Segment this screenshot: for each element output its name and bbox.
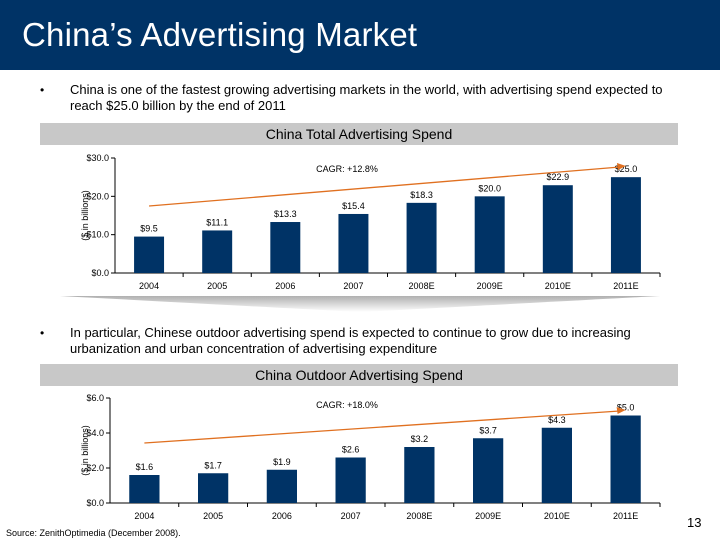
bar — [338, 213, 369, 273]
x-tick-label: 2007 — [341, 511, 361, 521]
bullet-dot-icon: • — [40, 326, 45, 340]
x-tick-label: 2008E — [409, 281, 435, 291]
bar — [198, 473, 229, 503]
data-label: $1.7 — [204, 460, 222, 470]
data-label: $3.7 — [479, 425, 497, 435]
bullet-dot-icon: • — [40, 83, 45, 97]
x-tick-label: 2005 — [203, 511, 223, 521]
x-tick-label: 2004 — [139, 281, 159, 291]
bar — [202, 230, 233, 273]
data-label: $13.3 — [274, 209, 297, 219]
bar — [404, 447, 435, 503]
data-label: $25.0 — [615, 164, 638, 174]
section-divider — [60, 296, 660, 312]
bullet-text: In particular, Chinese outdoor advertisi… — [70, 325, 631, 356]
cagr-annotation: CAGR: +12.8% — [316, 164, 378, 174]
y-tick-label: $4.0 — [86, 428, 104, 438]
y-tick-label: $30.0 — [86, 153, 109, 163]
data-label: $4.3 — [548, 415, 566, 425]
data-label: $9.5 — [140, 224, 158, 234]
bar — [610, 177, 641, 273]
x-tick-label: 2005 — [207, 281, 227, 291]
y-tick-label: $10.0 — [86, 230, 109, 240]
page-title: China’s Advertising Market — [22, 16, 418, 53]
data-label: $20.0 — [478, 183, 501, 193]
y-tick-label: $0.0 — [91, 268, 109, 278]
cagr-annotation: CAGR: +18.0% — [316, 400, 378, 410]
x-tick-label: 2004 — [134, 511, 154, 521]
outdoor-ad-spend-chart: $0.0 $2.0 $4.0 $6.0 ($ in billions) $1.6 2004 $… — [80, 393, 661, 521]
data-label: $18.3 — [410, 190, 433, 200]
title-banner: China’s Advertising Market — [0, 0, 720, 70]
bar — [610, 415, 641, 503]
cagr-arrowhead — [616, 407, 626, 414]
data-label: $22.9 — [547, 172, 570, 182]
data-label: $2.6 — [342, 445, 360, 455]
y-axis-label: ($ in billions) — [80, 425, 90, 476]
cagr-arrow — [149, 166, 620, 207]
chart-title-total: China Total Advertising Spend — [40, 123, 678, 145]
x-tick-label: 2010E — [545, 281, 571, 291]
cagr-arrowhead — [616, 163, 626, 170]
x-tick-label: 2011E — [613, 511, 638, 521]
bar — [335, 457, 366, 503]
data-label: $1.6 — [136, 462, 154, 472]
bar — [270, 222, 301, 273]
y-tick-label: $20.0 — [86, 191, 109, 201]
bar — [542, 185, 573, 273]
y-tick-label: $6.0 — [86, 393, 104, 403]
y-tick-label: $2.0 — [86, 463, 104, 473]
bullet-text: China is one of the fastest growing adve… — [70, 82, 663, 113]
x-tick-label: 2007 — [343, 281, 363, 291]
source-note: Source: ZenithOptimedia (December 2008). — [6, 528, 181, 538]
x-tick-label: 2011E — [613, 281, 638, 291]
x-tick-label: 2010E — [544, 511, 570, 521]
data-label: $11.1 — [206, 217, 228, 227]
chart-title-outdoor: China Outdoor Advertising Spend — [40, 364, 678, 386]
data-label: $3.2 — [411, 434, 429, 444]
total-ad-spend-chart: $0.0 $10.0 $20.0 $30.0 ($ in billions) $9.5 20… — [80, 153, 661, 291]
bar — [541, 427, 572, 503]
y-tick-label: $0.0 — [86, 498, 104, 508]
bar — [406, 202, 437, 273]
bar — [473, 438, 504, 503]
bar — [134, 236, 165, 273]
cagr-arrow — [144, 410, 620, 444]
data-label: $1.9 — [273, 457, 291, 467]
bar — [474, 196, 505, 273]
x-tick-label: 2009E — [475, 511, 501, 521]
x-tick-label: 2008E — [406, 511, 432, 521]
x-tick-label: 2006 — [272, 511, 292, 521]
x-tick-label: 2006 — [275, 281, 295, 291]
bar — [266, 469, 297, 503]
x-tick-label: 2009E — [477, 281, 503, 291]
bar — [129, 475, 160, 503]
page-number: 13 — [687, 515, 702, 530]
data-label: $5.0 — [617, 403, 635, 413]
y-axis-label: ($ in billions) — [80, 190, 90, 241]
data-label: $15.4 — [342, 201, 365, 211]
